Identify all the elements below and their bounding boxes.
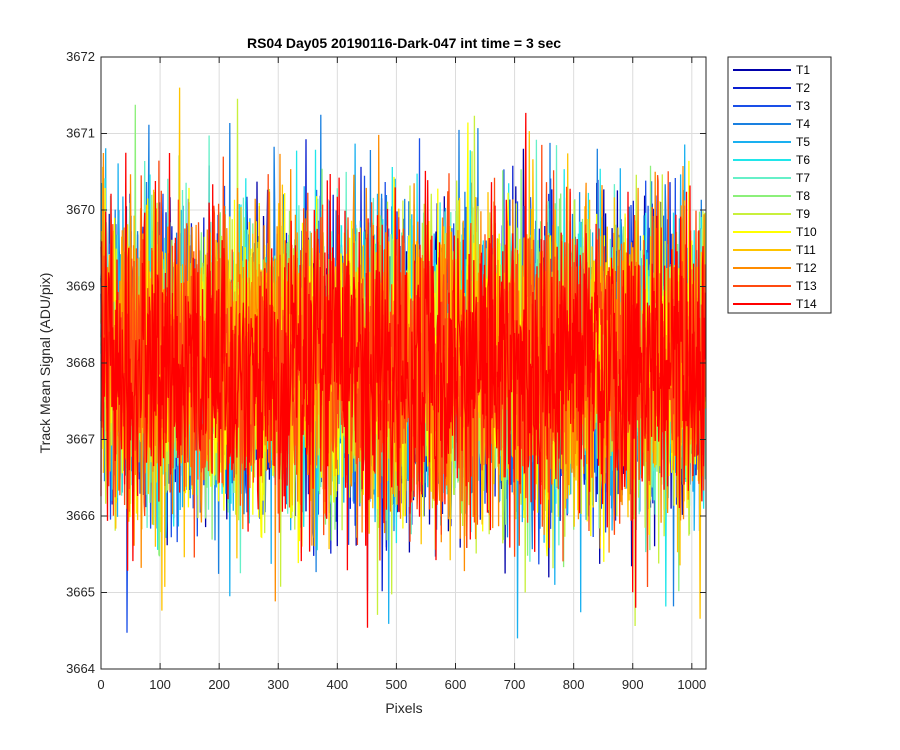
y-tick-label: 3671 xyxy=(66,126,95,141)
legend-label-t12: T12 xyxy=(796,261,817,275)
x-tick-label: 1000 xyxy=(677,677,706,692)
chart-title: RS04 Day05 20190116-Dark-047 int time = … xyxy=(247,35,561,51)
legend-label-t8: T8 xyxy=(796,189,810,203)
x-ticks: 0 100 200 300 400 500 600 700 800 900 1000 xyxy=(97,57,706,692)
x-tick-label: 500 xyxy=(386,677,408,692)
series-line-t14 xyxy=(100,112,707,628)
legend: T1 T2 T3 T4 T5 T6 T7 T8 T9 T10 T11 T12 T13 T14 xyxy=(727,56,832,314)
legend-label-t14: T14 xyxy=(796,297,817,311)
legend-label-t1: T1 xyxy=(796,63,810,77)
x-tick-label: 100 xyxy=(149,677,171,692)
x-tick-label: 0 xyxy=(97,677,104,692)
x-tick-label: 400 xyxy=(326,677,348,692)
x-tick-label: 700 xyxy=(504,677,526,692)
x-tick-label: 800 xyxy=(563,677,585,692)
x-tick-label: 900 xyxy=(622,677,644,692)
y-tick-label: 3665 xyxy=(66,585,95,600)
legend-label-t5: T5 xyxy=(796,135,810,149)
y-tick-label: 3667 xyxy=(66,432,95,447)
y-ticks: 3664 3665 3666 3667 3668 3669 3670 3671 3672 xyxy=(66,49,706,676)
series-line-t13 xyxy=(100,144,707,588)
x-tick-label: 200 xyxy=(208,677,230,692)
legend-label-t3: T3 xyxy=(796,99,810,113)
series-group xyxy=(100,87,707,639)
legend-label-t13: T13 xyxy=(796,279,817,293)
legend-box xyxy=(727,56,832,314)
y-tick-label: 3669 xyxy=(66,279,95,294)
y-tick-label: 3672 xyxy=(66,49,95,64)
legend-label-t2: T2 xyxy=(796,81,810,95)
legend-label-t4: T4 xyxy=(796,117,810,131)
legend-label-t9: T9 xyxy=(796,207,810,221)
legend-label-t11: T11 xyxy=(796,243,816,257)
legend-label-t10: T10 xyxy=(796,225,817,239)
y-tick-label: 3668 xyxy=(66,355,95,370)
x-tick-label: 300 xyxy=(267,677,289,692)
x-tick-label: 600 xyxy=(445,677,467,692)
x-axis-label: Pixels xyxy=(385,700,422,716)
legend-label-t6: T6 xyxy=(796,153,810,167)
y-tick-label: 3664 xyxy=(66,661,95,676)
legend-label-t7: T7 xyxy=(796,171,810,185)
y-tick-label: 3670 xyxy=(66,202,95,217)
y-tick-label: 3666 xyxy=(66,508,95,523)
y-axis-label: Track Mean Signal (ADU/pix) xyxy=(37,273,53,454)
